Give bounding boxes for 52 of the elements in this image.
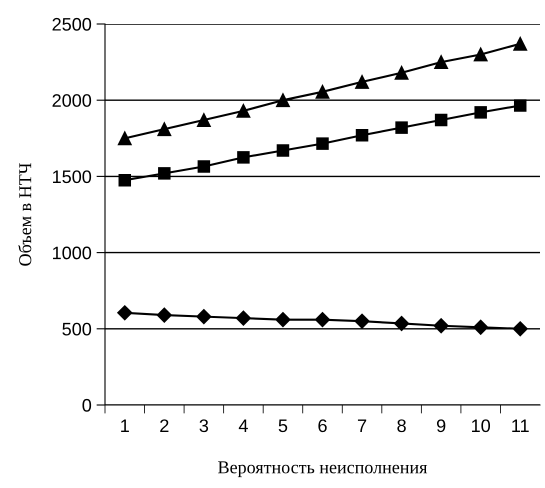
point: [276, 93, 290, 108]
x-tick-label: 9: [436, 419, 446, 432]
point: [354, 314, 370, 329]
point: [513, 36, 528, 51]
y-tick-label: 2000: [52, 94, 92, 107]
x-tick-label: 5: [278, 420, 288, 432]
point: [434, 318, 449, 334]
point: [117, 305, 132, 320]
y-tick-label: 500: [62, 322, 92, 336]
point: [473, 320, 488, 335]
x-tick-label: 3: [200, 419, 208, 432]
x-tick-label: 1: [121, 420, 129, 432]
point: [316, 84, 330, 99]
point: [355, 74, 369, 89]
x-tick-label: 8: [397, 419, 406, 432]
y-tick-label: 0: [82, 398, 92, 412]
point: [316, 137, 329, 150]
point: [474, 48, 488, 62]
x-tick-label: 7: [358, 420, 366, 432]
point: [196, 113, 211, 127]
point: [356, 129, 368, 142]
point: [236, 310, 251, 326]
y-tick-label: 2500: [52, 18, 92, 31]
y-tick-label: 1500: [53, 170, 92, 184]
point: [118, 174, 132, 186]
point: [118, 131, 132, 146]
point: [156, 308, 172, 323]
point: [275, 312, 291, 328]
point: [474, 106, 487, 119]
point: [276, 144, 290, 157]
point: [314, 312, 330, 328]
point: [158, 167, 171, 180]
x-tick-label: 10: [472, 419, 490, 432]
point: [434, 114, 448, 126]
point: [196, 309, 212, 324]
point: [514, 99, 526, 112]
point: [237, 151, 250, 164]
x-tick-label: 6: [318, 419, 327, 432]
point: [395, 121, 408, 134]
point: [236, 104, 250, 118]
point: [394, 66, 409, 80]
point: [394, 316, 410, 332]
y-axis-title: Объем в НТЧ: [18, 163, 32, 266]
point: [434, 55, 448, 70]
x-tick-label: 4: [238, 420, 248, 432]
x-axis-title: Вероятность неисполнения: [218, 461, 428, 478]
point: [512, 321, 528, 336]
point: [198, 160, 210, 173]
point: [157, 122, 172, 136]
x-tick-label: 11: [512, 420, 529, 432]
y-tick-label: 1000: [53, 246, 92, 260]
x-tick-label: 2: [160, 419, 168, 432]
